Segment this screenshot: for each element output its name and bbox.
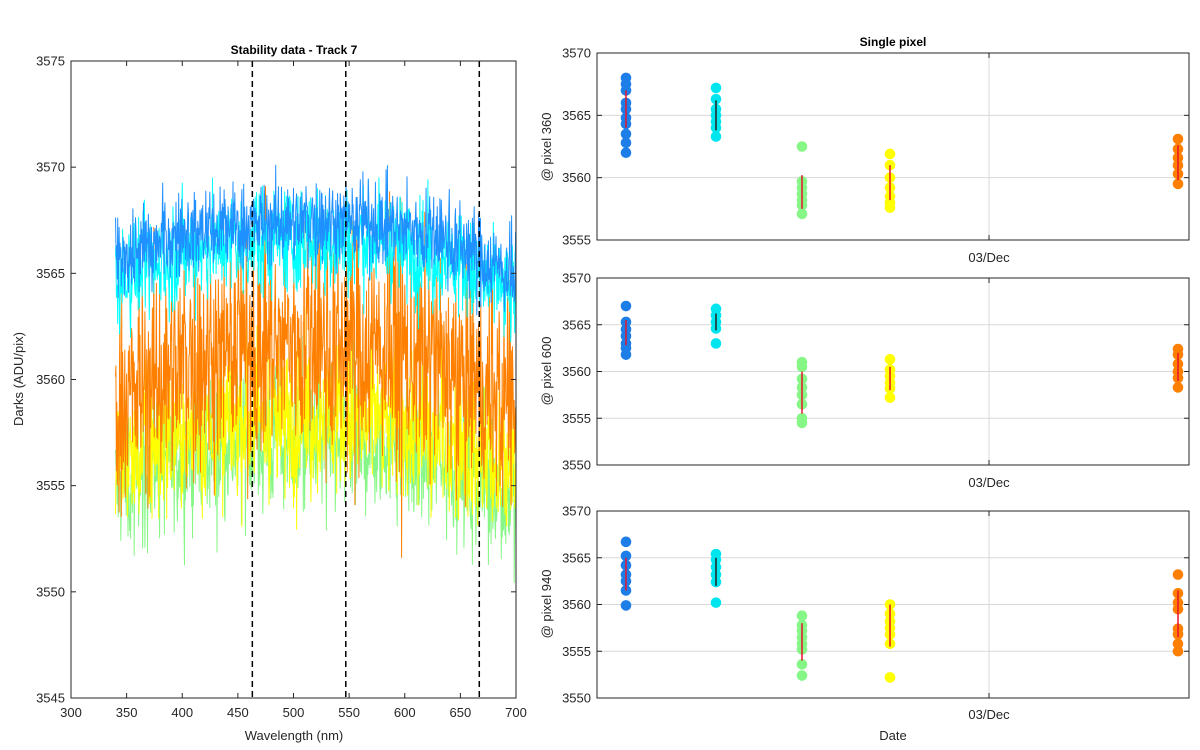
data-point xyxy=(796,610,808,622)
data-point xyxy=(884,202,896,213)
x-tick-label: 350 xyxy=(116,705,138,720)
data-point xyxy=(796,659,808,670)
single-pixel-600-chart: @ pixel 600 03/Dec 3550 3555 3560 3565 3570 xyxy=(539,271,1190,490)
x-tick-label: 650 xyxy=(450,705,472,720)
y-tick-label: 3555 xyxy=(562,411,591,426)
x-tick-label: 03/Dec xyxy=(968,475,1010,490)
x-tick-label: 450 xyxy=(227,705,249,720)
data-point xyxy=(884,354,896,365)
data-point xyxy=(710,338,722,349)
x-tick-label: 03/Dec xyxy=(968,250,1010,265)
y-tick-label: 3555 xyxy=(562,644,591,659)
data-point xyxy=(884,672,896,683)
data-point xyxy=(620,85,632,96)
data-point xyxy=(620,137,632,149)
y-axis-label: @ pixel 600 xyxy=(539,337,554,406)
y-tick-label: 3570 xyxy=(36,160,65,175)
data-point xyxy=(796,670,808,681)
y-tick-label: 3560 xyxy=(562,597,591,612)
y-tick-label: 3570 xyxy=(562,271,591,286)
y-tick-label: 3560 xyxy=(36,372,65,387)
chart-title: Stability data - Track 7 xyxy=(231,43,358,57)
y-tick-label: 3570 xyxy=(562,504,591,519)
x-tick-label: 700 xyxy=(505,705,527,720)
y-tick-label: 3560 xyxy=(562,364,591,379)
single-pixel-940-chart: @ pixel 940 03/Dec Date 3550 3555 3560 3565… xyxy=(539,504,1190,743)
stability-chart: Stability data - Track 7 Wavelength (nm)… xyxy=(11,43,516,743)
data-point xyxy=(884,148,896,160)
data-point xyxy=(620,600,632,611)
data-point xyxy=(796,417,808,429)
data-point xyxy=(1172,645,1184,657)
series-line-4 xyxy=(115,164,516,316)
y-tick-label: 3550 xyxy=(562,691,591,706)
data-point xyxy=(1172,382,1184,393)
y-tick-label: 3570 xyxy=(562,46,591,61)
series-line-1 xyxy=(115,308,516,530)
data-point xyxy=(1172,638,1184,650)
x-tick-label: 03/Dec xyxy=(968,707,1010,722)
chart-title: Single pixel xyxy=(860,35,927,49)
y-tick-label: 3550 xyxy=(562,458,591,473)
y-tick-label: 3555 xyxy=(36,478,65,493)
x-axis-label: Wavelength (nm) xyxy=(245,728,344,743)
y-tick-label: 3565 xyxy=(36,266,65,281)
data-point xyxy=(1172,178,1184,190)
data-point xyxy=(710,131,722,142)
data-point xyxy=(796,208,808,220)
y-tick-label: 3565 xyxy=(562,108,591,123)
y-tick-label: 3575 xyxy=(36,54,65,69)
y-tick-label: 3550 xyxy=(36,584,65,599)
data-point xyxy=(620,147,632,159)
x-axis-label: Date xyxy=(879,728,906,743)
data-point xyxy=(620,128,632,140)
y-axis-label: Darks (ADU/pix) xyxy=(11,332,26,426)
data-point xyxy=(710,597,722,608)
x-tick-label: 400 xyxy=(171,705,193,720)
data-point xyxy=(796,361,808,373)
data-point xyxy=(884,392,896,403)
y-axis-label: @ pixel 940 xyxy=(539,570,554,639)
data-point xyxy=(620,550,632,562)
x-tick-label: 550 xyxy=(338,705,360,720)
y-tick-label: 3560 xyxy=(562,170,591,185)
y-tick-label: 3555 xyxy=(562,233,591,248)
x-tick-label: 500 xyxy=(283,705,305,720)
axes-box xyxy=(596,52,1190,241)
data-point xyxy=(710,93,722,105)
data-point xyxy=(620,300,632,312)
data-point xyxy=(620,349,632,360)
series-line-2 xyxy=(115,186,516,559)
data-point xyxy=(620,536,632,548)
y-tick-label: 3565 xyxy=(562,550,591,565)
data-point xyxy=(710,82,722,94)
y-axis-label: @ pixel 360 xyxy=(539,113,554,182)
data-point xyxy=(1172,133,1184,145)
data-point xyxy=(1172,569,1184,580)
data-point xyxy=(796,141,808,152)
y-tick-label: 3545 xyxy=(36,691,65,706)
x-tick-label: 300 xyxy=(60,705,82,720)
single-pixel-360-chart: Single pixel @ pixel 360 03/Dec 3555 3560… xyxy=(539,35,1190,265)
y-tick-label: 3565 xyxy=(562,317,591,332)
x-tick-label: 600 xyxy=(394,705,416,720)
